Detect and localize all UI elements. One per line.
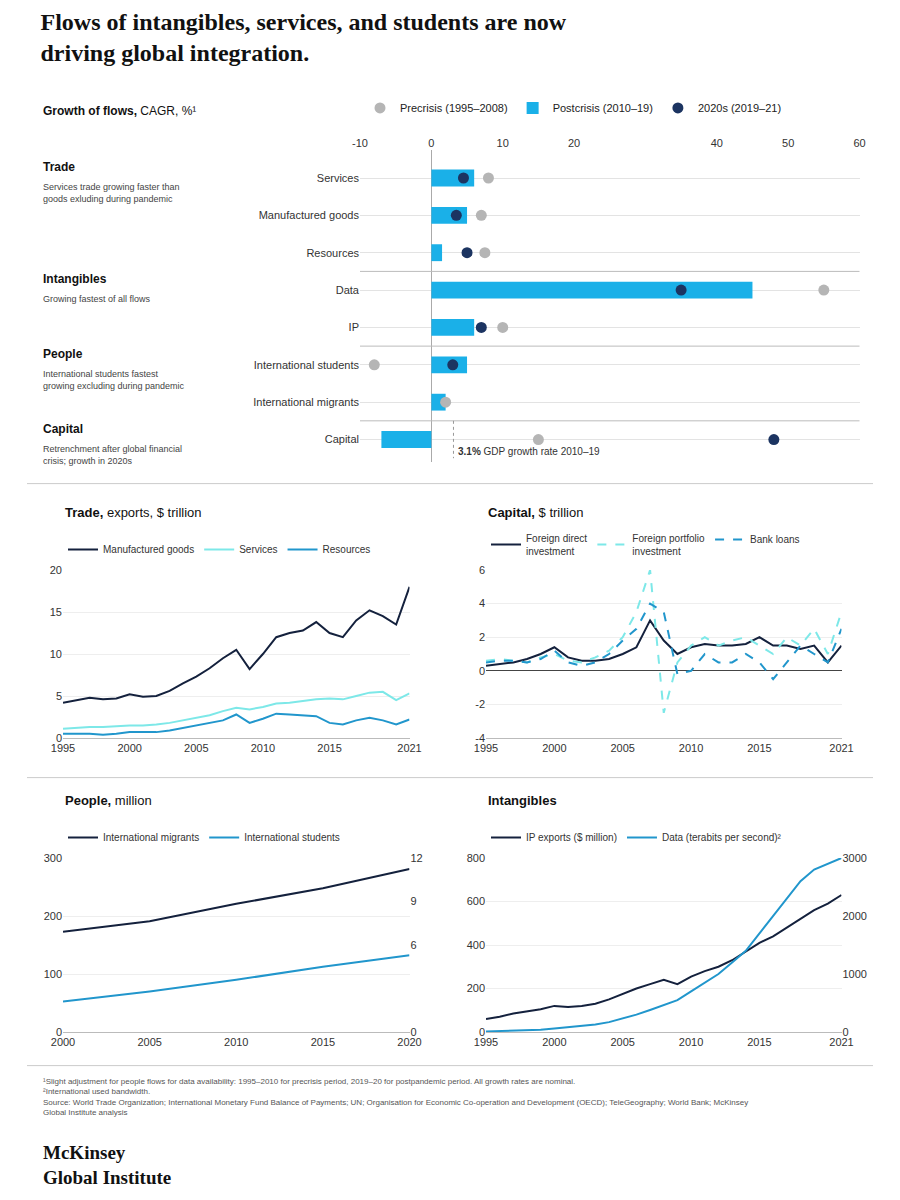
svg-text:Services trade growing faster: Services trade growing faster thangoods … bbox=[43, 182, 180, 204]
svg-text:Services: Services bbox=[317, 172, 360, 184]
svg-text:200: 200 bbox=[44, 910, 62, 922]
svg-text:2000: 2000 bbox=[542, 742, 566, 754]
svg-text:2021: 2021 bbox=[829, 742, 853, 754]
svg-text:5: 5 bbox=[56, 690, 62, 702]
svg-text:40: 40 bbox=[711, 137, 723, 149]
svg-text:1995: 1995 bbox=[474, 1036, 498, 1048]
svg-text:400: 400 bbox=[467, 939, 485, 951]
svg-text:2010: 2010 bbox=[224, 1036, 248, 1048]
svg-text:0: 0 bbox=[428, 137, 434, 149]
svg-text:2000: 2000 bbox=[117, 742, 141, 754]
svg-text:2010: 2010 bbox=[679, 742, 703, 754]
svg-text:2000: 2000 bbox=[51, 1036, 75, 1048]
svg-text:0: 0 bbox=[843, 1026, 849, 1038]
svg-text:International migrants: International migrants bbox=[253, 396, 359, 408]
svg-text:-10: -10 bbox=[352, 137, 368, 149]
svg-text:Postcrisis (2010–19): Postcrisis (2010–19) bbox=[553, 102, 653, 114]
svg-text:2: 2 bbox=[479, 631, 485, 643]
svg-text:People, million: People, million bbox=[65, 793, 152, 808]
svg-text:6: 6 bbox=[479, 564, 485, 576]
svg-text:60: 60 bbox=[853, 137, 865, 149]
svg-text:2015: 2015 bbox=[317, 742, 341, 754]
svg-text:Retrenchment after global fina: Retrenchment after global financialcrisi… bbox=[43, 444, 182, 466]
svg-text:Data: Data bbox=[336, 284, 360, 296]
svg-text:2005: 2005 bbox=[184, 742, 208, 754]
svg-text:2021: 2021 bbox=[397, 742, 421, 754]
svg-text:1995: 1995 bbox=[51, 742, 75, 754]
svg-text:20: 20 bbox=[568, 137, 580, 149]
svg-text:2020s (2019–21): 2020s (2019–21) bbox=[698, 102, 781, 114]
svg-text:McKinseyGlobal Institute: McKinseyGlobal Institute bbox=[43, 1142, 171, 1188]
svg-text:Resources: Resources bbox=[306, 247, 359, 259]
svg-text:International students fastest: International students fastestgrowing ex… bbox=[43, 369, 185, 391]
svg-text:1000: 1000 bbox=[843, 968, 867, 980]
svg-text:2000: 2000 bbox=[843, 910, 867, 922]
svg-text:Manufactured goods: Manufactured goods bbox=[103, 544, 194, 555]
svg-text:2015: 2015 bbox=[747, 742, 771, 754]
svg-text:-2: -2 bbox=[475, 698, 485, 710]
svg-text:2005: 2005 bbox=[610, 1036, 634, 1048]
svg-text:Trade: Trade bbox=[43, 160, 75, 174]
svg-text:100: 100 bbox=[44, 968, 62, 980]
svg-text:3000: 3000 bbox=[843, 852, 867, 864]
svg-text:International students: International students bbox=[244, 832, 340, 843]
svg-text:15: 15 bbox=[50, 606, 62, 618]
svg-text:20: 20 bbox=[50, 564, 62, 576]
svg-text:People: People bbox=[43, 347, 83, 361]
svg-text:600: 600 bbox=[467, 895, 485, 907]
svg-text:300: 300 bbox=[44, 852, 62, 864]
svg-text:0: 0 bbox=[479, 1026, 485, 1038]
svg-text:Foreign directinvestment: Foreign directinvestment bbox=[526, 533, 587, 557]
svg-text:International migrants: International migrants bbox=[103, 832, 199, 843]
svg-text:-4: -4 bbox=[475, 732, 485, 744]
svg-text:2010: 2010 bbox=[251, 742, 275, 754]
svg-text:2015: 2015 bbox=[747, 1036, 771, 1048]
svg-text:Manufactured goods: Manufactured goods bbox=[259, 209, 360, 221]
svg-text:Capital: Capital bbox=[325, 433, 359, 445]
svg-text:12: 12 bbox=[411, 852, 423, 864]
svg-text:0: 0 bbox=[56, 732, 62, 744]
svg-text:800: 800 bbox=[467, 852, 485, 864]
svg-text:IP exports ($ million): IP exports ($ million) bbox=[526, 832, 617, 843]
svg-text:Precrisis (1995–2008): Precrisis (1995–2008) bbox=[400, 102, 508, 114]
svg-text:Services: Services bbox=[239, 544, 277, 555]
svg-text:Flows of intangibles, services: Flows of intangibles, services, and stud… bbox=[41, 9, 567, 66]
svg-text:2010: 2010 bbox=[679, 1036, 703, 1048]
svg-text:Growth of flows, CAGR, %¹: Growth of flows, CAGR, %¹ bbox=[43, 104, 196, 118]
svg-text:1995: 1995 bbox=[474, 742, 498, 754]
svg-text:10: 10 bbox=[497, 137, 509, 149]
svg-text:Intangibles: Intangibles bbox=[488, 793, 557, 808]
svg-text:Growing fastest of all flows: Growing fastest of all flows bbox=[43, 294, 151, 304]
svg-text:Resources: Resources bbox=[323, 544, 371, 555]
svg-text:50: 50 bbox=[782, 137, 794, 149]
svg-text:2005: 2005 bbox=[610, 742, 634, 754]
svg-text:Data (terabits per second)²: Data (terabits per second)² bbox=[662, 832, 782, 843]
svg-text:4: 4 bbox=[479, 597, 485, 609]
svg-text:Foreign portfolioinvestment: Foreign portfolioinvestment bbox=[632, 533, 705, 557]
svg-text:10: 10 bbox=[50, 648, 62, 660]
svg-text:International students: International students bbox=[254, 359, 360, 371]
svg-text:3.1% GDP growth rate 2010–19: 3.1% GDP growth rate 2010–19 bbox=[458, 446, 600, 457]
svg-text:9: 9 bbox=[411, 895, 417, 907]
svg-text:2020: 2020 bbox=[397, 1036, 421, 1048]
svg-text:0: 0 bbox=[411, 1026, 417, 1038]
svg-text:Trade, exports, $ trillion: Trade, exports, $ trillion bbox=[65, 505, 202, 520]
svg-text:200: 200 bbox=[467, 982, 485, 994]
svg-text:Capital: Capital bbox=[43, 422, 83, 436]
svg-text:2000: 2000 bbox=[542, 1036, 566, 1048]
svg-text:Capital, $ trillion: Capital, $ trillion bbox=[488, 505, 583, 520]
svg-text:2021: 2021 bbox=[829, 1036, 853, 1048]
svg-text:¹Slight adjustment for people: ¹Slight adjustment for people flows for … bbox=[43, 1077, 748, 1117]
svg-text:Intangibles: Intangibles bbox=[43, 272, 107, 286]
svg-text:Bank loans: Bank loans bbox=[750, 534, 799, 545]
svg-text:2005: 2005 bbox=[137, 1036, 161, 1048]
svg-text:2015: 2015 bbox=[311, 1036, 335, 1048]
svg-text:0: 0 bbox=[56, 1026, 62, 1038]
svg-text:6: 6 bbox=[411, 939, 417, 951]
svg-text:0: 0 bbox=[479, 665, 485, 677]
svg-text:IP: IP bbox=[349, 321, 359, 333]
